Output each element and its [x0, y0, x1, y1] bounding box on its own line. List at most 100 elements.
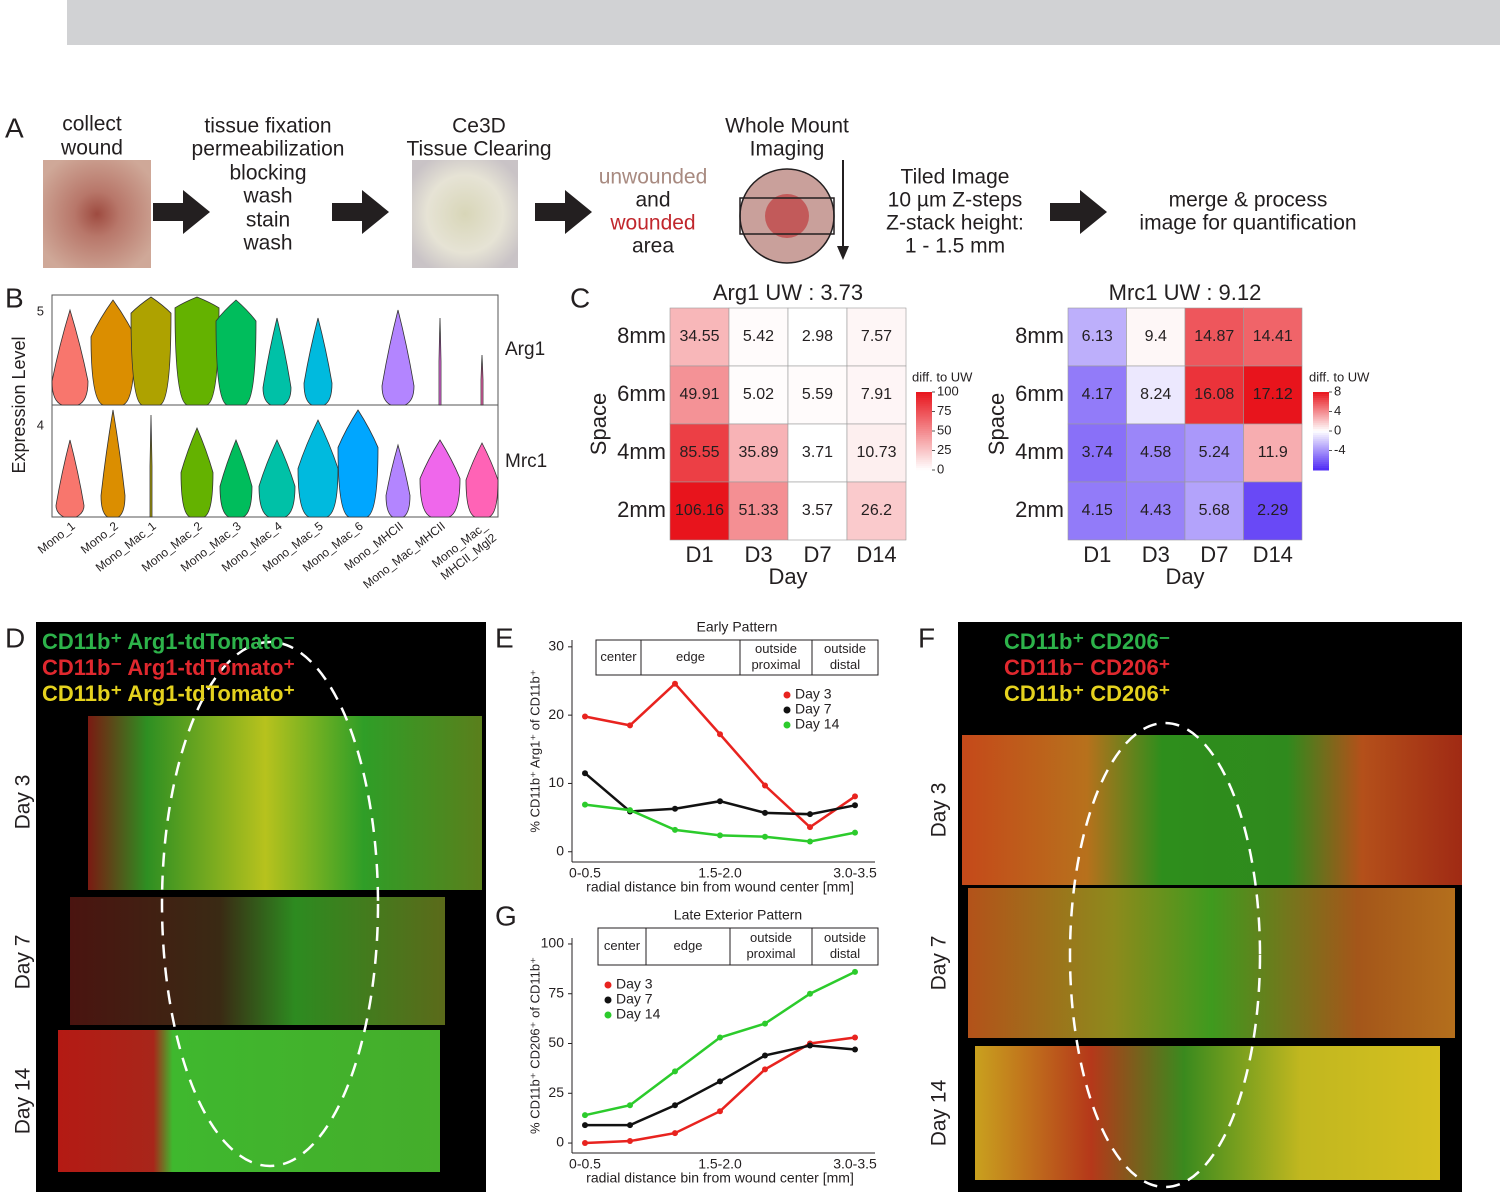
x-axis-label: radial distance bin from wound center [m… [586, 1170, 854, 1186]
data-point [582, 770, 588, 777]
legend-text: Day 14 [616, 1006, 661, 1022]
row-label: 6mm [617, 381, 666, 406]
region-label: center [604, 938, 641, 953]
step-text: Tissue Clearing [406, 138, 551, 161]
colorbar-step [916, 403, 932, 407]
y-axis-label: Space [586, 393, 611, 455]
legend-marker [604, 1011, 612, 1019]
chart-title: Early Pattern [697, 619, 778, 635]
region-label: distal [830, 946, 860, 961]
panel-label: C [570, 282, 590, 313]
region-label: outside [755, 641, 797, 656]
colorbar-tick-label: 100 [937, 383, 959, 398]
cell-value: 14.87 [1194, 328, 1234, 345]
heatmap-cell [1184, 307, 1244, 367]
colorbar-step [1313, 442, 1329, 446]
series-line [584, 1036, 856, 1145]
violin [100, 409, 126, 518]
colorbar-step [916, 415, 932, 418]
heatmap-cell [787, 423, 848, 483]
data-point [762, 1020, 768, 1027]
colorbar-step [916, 444, 932, 448]
colorbar-step [916, 456, 932, 459]
x-axis-label: radial distance bin from wound center [m… [586, 879, 854, 895]
colorbar-step [916, 397, 932, 401]
colorbar-step [1313, 401, 1329, 405]
violin [262, 317, 292, 406]
step-text: and [635, 189, 670, 212]
violin [55, 439, 85, 518]
region-label: center [600, 649, 637, 664]
violin [381, 309, 415, 406]
cell-value: 4.15 [1082, 502, 1113, 519]
violin [480, 354, 484, 406]
colorbar-step [916, 405, 932, 409]
colorbar-step [1313, 425, 1329, 428]
x-tick-label: 1.5-2.0 [698, 1156, 742, 1172]
data-point [852, 802, 858, 809]
data-point [627, 807, 633, 814]
heatmap-cell [1126, 307, 1186, 367]
tile-outline [739, 197, 835, 235]
colorbar-step [1313, 440, 1329, 444]
legend-text: Day 3 [616, 976, 653, 992]
step-text: stain [246, 209, 290, 232]
colorbar-step [916, 393, 932, 397]
colorbar-step [1313, 462, 1329, 465]
legend-text: CD11b⁺ Arg1-tdTomato⁺ [42, 681, 295, 706]
colorbar-step [1313, 409, 1329, 412]
region-table [595, 639, 879, 676]
cell-value: 5.68 [1199, 502, 1230, 519]
colorbar-tick-label: 50 [937, 422, 951, 437]
colorbar-step [1313, 395, 1329, 399]
panel-label: D [5, 622, 25, 653]
violin [51, 308, 89, 406]
colorbar-step [1313, 458, 1329, 461]
data-point [582, 801, 588, 808]
cell-value: 7.57 [861, 328, 892, 345]
data-point [762, 1066, 768, 1073]
data-point [762, 833, 768, 840]
data-point [717, 1034, 723, 1041]
data-point [762, 782, 768, 789]
legend-marker [604, 981, 612, 989]
violin [215, 299, 257, 406]
y-tick-label: 30 [548, 638, 564, 654]
colorbar-step [1313, 432, 1329, 436]
colorbar-step [1313, 393, 1329, 397]
column-label: D1 [1083, 542, 1111, 567]
colorbar-step [916, 392, 932, 395]
violin [219, 438, 253, 518]
colorbar-step [916, 468, 932, 471]
data-point [582, 1112, 588, 1119]
violin [438, 317, 442, 406]
step-text: tissue fixation [204, 115, 331, 138]
region-label: edge [676, 649, 705, 664]
row-label: 4mm [617, 439, 666, 464]
colorbar-step [916, 429, 932, 432]
heatmap-cell [669, 423, 730, 483]
data-point [852, 793, 858, 800]
cell-value: 5.59 [802, 386, 833, 403]
violin [174, 296, 220, 406]
image-day3 [88, 716, 482, 890]
step-text: Whole Mount [725, 115, 849, 138]
title-text: Mrc1 UW : [1109, 280, 1213, 305]
column-label: D3 [1142, 542, 1170, 567]
step-text: collect [62, 113, 122, 136]
colorbar-step [1313, 415, 1329, 418]
cell-value: 2.98 [802, 328, 833, 345]
data-point [717, 798, 723, 805]
wound-photo [43, 160, 151, 268]
colorbar-tick-label: 0 [1334, 422, 1341, 437]
image-day14 [58, 1030, 440, 1172]
colorbar-step [916, 409, 932, 412]
data-point [627, 722, 633, 729]
colorbar-step [1313, 454, 1329, 457]
day-label: Day 14 [928, 1079, 951, 1146]
colorbar-step [916, 425, 932, 428]
gene-label: Arg1 [505, 339, 545, 360]
colorbar-step [916, 417, 932, 420]
violin [90, 299, 136, 406]
panel-label: E [495, 622, 514, 653]
